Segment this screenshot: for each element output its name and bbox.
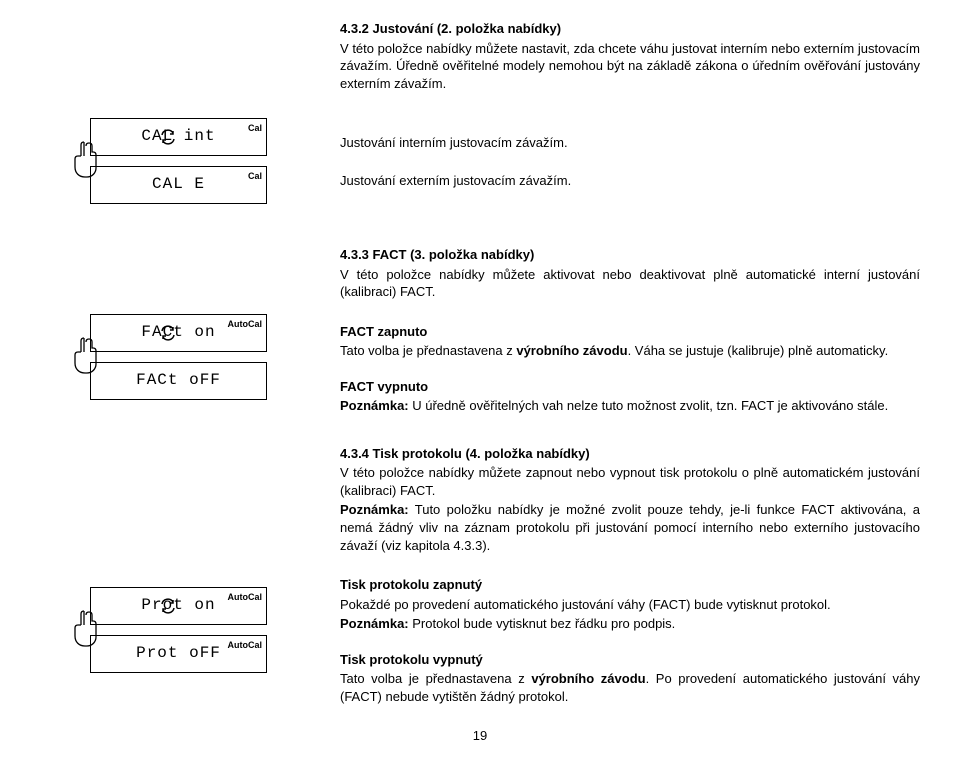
section-heading: 4.3.3 FACT (3. položka nabídky)	[340, 246, 920, 264]
display-badge: Cal	[248, 122, 262, 134]
display-group-prot: Prot on AutoCal Prot oFF AutoCal	[30, 587, 340, 673]
display-text: FACt oFF	[91, 370, 266, 392]
subheading-text: Tato volba je přednastavena z výrobního …	[340, 342, 920, 360]
display-box-fact-on: FACt on AutoCal	[90, 314, 267, 352]
section-paragraph: V této položce nabídky můžete aktivovat …	[340, 266, 920, 301]
display-badge: AutoCal	[228, 318, 263, 330]
subheading-text: Pokaždé po provedení automatického justo…	[340, 596, 920, 614]
recycle-icon	[159, 128, 177, 146]
section-heading: 4.3.2 Justování (2. položka nabídky)	[340, 20, 920, 38]
display-box-prot-off: Prot oFF AutoCal	[90, 635, 267, 673]
recycle-icon	[159, 597, 177, 615]
subheading-text: Poznámka: U úředně ověřitelných vah nelz…	[340, 397, 920, 415]
display-box-cal-int: CAL int Cal	[90, 118, 267, 156]
section-heading: 4.3.4 Tisk protokolu (4. položka nabídky…	[340, 445, 920, 463]
subheading: Tisk protokolu zapnutý	[340, 576, 920, 594]
display-badge: AutoCal	[228, 639, 263, 651]
display-box-cal-e: CAL E Cal	[90, 166, 267, 204]
subheading: FACT zapnuto	[340, 323, 920, 341]
display-box-prot-on: Prot on AutoCal	[90, 587, 267, 625]
display-group-cal: CAL int Cal CAL E Cal	[30, 118, 340, 204]
section-paragraph: V této položce nabídky můžete nastavit, …	[340, 40, 920, 93]
display-text: CAL int	[91, 126, 266, 148]
subheading: Tisk protokolu vypnutý	[340, 651, 920, 669]
page-number: 19	[30, 727, 930, 745]
display-description: Justování interním justovacím závažím.	[340, 134, 920, 152]
display-badge: AutoCal	[228, 591, 263, 603]
display-box-fact-off: FACt oFF	[90, 362, 267, 400]
recycle-icon	[159, 324, 177, 342]
display-description: Justování externím justovacím závažím.	[340, 172, 920, 190]
subheading-note: Poznámka: Protokol bude vytisknut bez řá…	[340, 615, 920, 633]
display-group-fact: FACt on AutoCal FACt oFF	[30, 314, 340, 400]
subheading: FACT vypnuto	[340, 378, 920, 396]
display-text: CAL E	[91, 174, 266, 196]
subheading-text: Tato volba je přednastavena z výrobního …	[340, 670, 920, 705]
section-paragraph: V této položce nabídky můžete zapnout ne…	[340, 464, 920, 499]
section-note: Poznámka: Tuto položku nabídky je možné …	[340, 501, 920, 554]
display-badge: Cal	[248, 170, 262, 182]
